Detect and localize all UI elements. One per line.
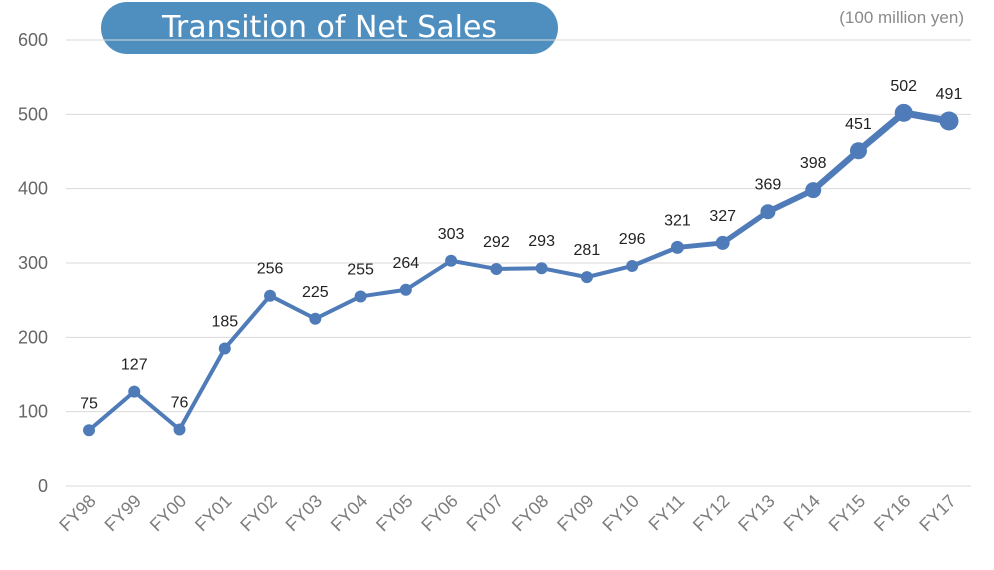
data-label: 321 [664,212,691,229]
data-label: 281 [574,242,601,259]
x-axis-ticks: FY98 FY99 FY00 FY01 FY02 FY03 FY04 FY05 FY06 FY07… [55,491,960,536]
data-label: 327 [709,208,736,225]
data-point [128,385,141,398]
y-axis-ticks: 0 100 200 300 400 500 600 [18,30,48,496]
data-point [490,262,503,275]
line-segment [132,389,182,432]
line-segment [449,258,499,271]
line-segment [584,263,635,280]
x-tick-label: FY08 [508,491,553,536]
data-label: 296 [619,231,646,248]
line-segment [313,294,363,321]
data-label: 398 [800,155,827,172]
data-label: 127 [121,357,148,374]
unit-label: (100 million yen) [839,8,964,27]
y-tick-label: 600 [18,30,48,50]
data-point [939,111,959,131]
data-label: 225 [302,284,329,301]
x-tick-label: FY02 [236,491,281,536]
line-segment [720,209,771,246]
line-segment [674,240,726,250]
x-tick-label: FY99 [101,491,146,536]
line-segment [629,245,680,269]
data-point [309,312,322,325]
x-tick-label: FY11 [645,491,689,535]
x-tick-label: FY04 [327,491,372,536]
y-tick-label: 0 [38,476,48,496]
data-point [173,423,186,436]
x-tick-label: FY17 [915,491,960,536]
line-segment [765,187,817,215]
data-point [535,262,548,275]
data-point [760,204,776,220]
data-point [399,283,412,296]
y-tick-label: 300 [18,253,48,273]
data-label: 75 [80,395,98,412]
x-tick-label: FY03 [282,491,327,536]
data-label: 255 [347,261,374,278]
x-tick-label: FY06 [417,491,462,536]
chart-title: Transition of Net Sales [101,2,558,54]
data-label: 369 [755,177,782,194]
x-tick-label: FY98 [55,491,100,536]
x-tick-label: FY15 [825,491,870,536]
x-tick-label: FY01 [191,491,236,536]
line-segment [268,293,318,321]
x-tick-label: FY14 [779,491,824,536]
data-point [580,271,593,284]
data-point [264,289,277,302]
data-label: 502 [890,78,917,95]
data-point [218,342,231,355]
x-tick-label: FY16 [870,491,915,536]
data-point [805,182,822,199]
line-segment [403,258,454,292]
y-tick-label: 200 [18,327,48,347]
data-points [83,103,959,437]
data-label: 76 [171,395,189,412]
x-tick-label: FY12 [689,491,734,536]
data-point [894,103,913,122]
line-segment [810,147,862,194]
y-tick-label: 500 [18,104,48,124]
data-label: 292 [483,234,510,251]
x-tick-label: FY13 [734,491,779,536]
y-tick-label: 400 [18,179,48,199]
data-label: 303 [438,226,465,243]
data-label: 256 [257,261,284,278]
data-point [849,142,867,160]
line-segment [177,346,227,432]
x-tick-label: FY10 [598,491,643,536]
data-label: 451 [845,116,872,133]
data-label: 185 [211,313,238,330]
data-label: 293 [528,233,555,250]
data-point [626,259,639,272]
data-label: 491 [936,86,963,103]
y-tick-label: 100 [18,402,48,422]
line-segment [539,266,589,280]
x-tick-label: FY09 [553,491,598,536]
line-segment [855,109,908,155]
line-segment [494,266,544,271]
line-segment [358,287,408,299]
data-point [670,240,684,254]
data-point [354,290,367,303]
line-segment [87,389,137,433]
x-tick-label: FY05 [372,491,417,536]
data-point [445,254,458,267]
data-label: 264 [392,255,419,272]
x-tick-label: FY00 [146,491,191,536]
x-tick-label: FY07 [463,491,508,536]
data-labels: 75 127 76 185 256 225 255 264 303 292 293 281 296 321… [80,78,962,412]
grid-lines [66,39,971,487]
line-segment [222,293,273,351]
data-point [83,424,95,437]
data-point [715,235,730,250]
